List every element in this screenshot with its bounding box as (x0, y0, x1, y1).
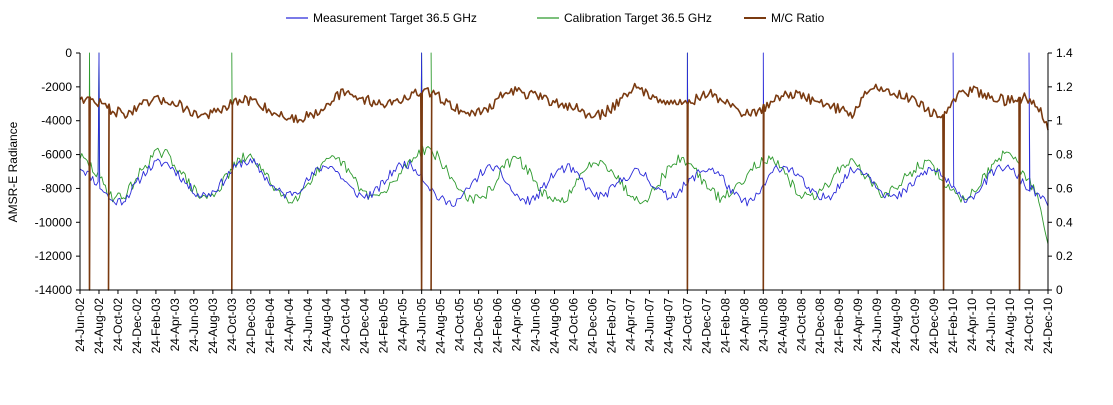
x-tick-label: 24-Oct-02 (111, 298, 125, 352)
series-line-ratio (79, 82, 1049, 291)
y-tick-label-left: -14000 (35, 283, 73, 297)
legend-label-calibration: Calibration Target 36.5 GHz (564, 11, 712, 25)
x-tick-label: 24-Jun-05 (415, 298, 429, 352)
y-tick-label-right: 0.2 (1056, 249, 1073, 263)
x-tick-label: 24-Dec-09 (927, 298, 941, 354)
y-tick-label-right: 1 (1056, 114, 1063, 128)
legend-label-ratio: M/C Ratio (771, 11, 825, 25)
x-tick-label: 24-Dec-08 (813, 298, 827, 354)
y-tick-label-left: 0 (65, 46, 72, 60)
x-tick-label: 24-Apr-07 (623, 298, 637, 352)
legend-label-measurement: Measurement Target 36.5 GHz (313, 11, 477, 25)
x-tick-label: 24-Dec-05 (472, 298, 486, 354)
x-tick-label: 24-Oct-07 (680, 298, 694, 352)
x-tick-label: 24-Aug-07 (661, 298, 675, 354)
x-tick-label: 24-Feb-03 (149, 298, 163, 354)
x-tick-label: 24-Feb-06 (491, 298, 505, 354)
x-tick-label: 24-Jun-07 (642, 298, 656, 352)
x-tick-label: 24-Feb-04 (263, 298, 277, 354)
x-tick-label: 24-Apr-09 (851, 298, 865, 352)
x-tick-label: 24-Jun-06 (529, 298, 543, 352)
legend: Measurement Target 36.5 GHz Calibration T… (286, 11, 825, 25)
x-tick-label: 24-Aug-09 (889, 298, 903, 354)
x-tick-label: 24-Aug-08 (775, 298, 789, 354)
x-tick-label: 24-Jun-09 (870, 298, 884, 352)
x-tick-label: 24-Aug-02 (92, 298, 106, 354)
x-tick-label: 24-Apr-05 (396, 298, 410, 352)
x-tick-label: 24-Aug-05 (434, 298, 448, 354)
x-tick-label: 24-Oct-09 (908, 298, 922, 352)
y-tick-label-left: -2000 (41, 80, 72, 94)
x-tick-label: 24-Aug-03 (206, 298, 220, 354)
x-tick-label: 24-Oct-08 (794, 298, 808, 352)
x-tick-label: 24-Dec-06 (585, 298, 599, 354)
x-tick-label: 24-Dec-10 (1041, 298, 1055, 354)
y-tick-label-right: 0.4 (1056, 215, 1073, 229)
series-line-calibration (79, 52, 1049, 245)
x-tick-label: 24-Jun-03 (187, 298, 201, 352)
y-tick-label-right: 0 (1056, 283, 1063, 297)
y-tick-label-left: -8000 (41, 181, 72, 195)
x-tick-label: 24-Aug-06 (548, 298, 562, 354)
x-tick-label: 24-Feb-08 (718, 298, 732, 354)
x-tick-label: 24-Dec-07 (699, 298, 713, 354)
x-tick-label: 24-Apr-06 (510, 298, 524, 352)
x-tick-label: 24-Jun-08 (756, 298, 770, 352)
y-axis-label: AMSR-E Radiance (6, 121, 20, 222)
x-tick-label: 24-Apr-04 (282, 298, 296, 352)
x-tick-label: 24-Oct-10 (1022, 298, 1036, 352)
x-tick-label: 24-Aug-10 (1003, 298, 1017, 354)
x-tick-label: 24-Jun-02 (73, 298, 87, 352)
y-tick-label-right: 0.8 (1056, 148, 1073, 162)
series-line-measurement (79, 52, 1049, 207)
x-tick-label: 24-Aug-04 (320, 298, 334, 354)
x-tick-label: 24-Apr-10 (965, 298, 979, 352)
plot-area (79, 52, 1049, 291)
x-tick-label: 24-Oct-04 (339, 298, 353, 352)
x-tick-label: 24-Jun-04 (301, 298, 315, 352)
x-tick-label: 24-Oct-06 (566, 298, 580, 352)
x-tick-label: 24-Oct-05 (453, 298, 467, 352)
x-tick-label: 24-Jun-10 (984, 298, 998, 352)
y-tick-label-right: 1.4 (1056, 46, 1073, 60)
x-tick-label: 24-Feb-09 (832, 298, 846, 354)
y-tick-label-left: -4000 (41, 114, 72, 128)
axes: 0 -2000 -4000 -6000 -8000 -10000 -12000 -14000 0… (35, 46, 1073, 354)
x-tick-label: 24-Feb-05 (377, 298, 391, 354)
x-tick-label: 24-Apr-08 (737, 298, 751, 352)
x-tick-label: 24-Apr-03 (168, 298, 182, 352)
x-tick-label: 24-Dec-02 (130, 298, 144, 354)
x-tick-label: 24-Dec-03 (244, 298, 258, 354)
x-tick-label: 24-Feb-07 (604, 298, 618, 354)
y-tick-label-right: 1.2 (1056, 80, 1073, 94)
x-tick-label: 24-Oct-03 (225, 298, 239, 352)
y-tick-label-left: -12000 (35, 249, 73, 263)
x-tick-label: 24-Feb-10 (946, 298, 960, 354)
y-tick-label-right: 0.6 (1056, 181, 1073, 195)
y-tick-label-left: -6000 (41, 148, 72, 162)
x-tick-label: 24-Dec-04 (358, 298, 372, 354)
y-tick-label-left: -10000 (35, 215, 73, 229)
